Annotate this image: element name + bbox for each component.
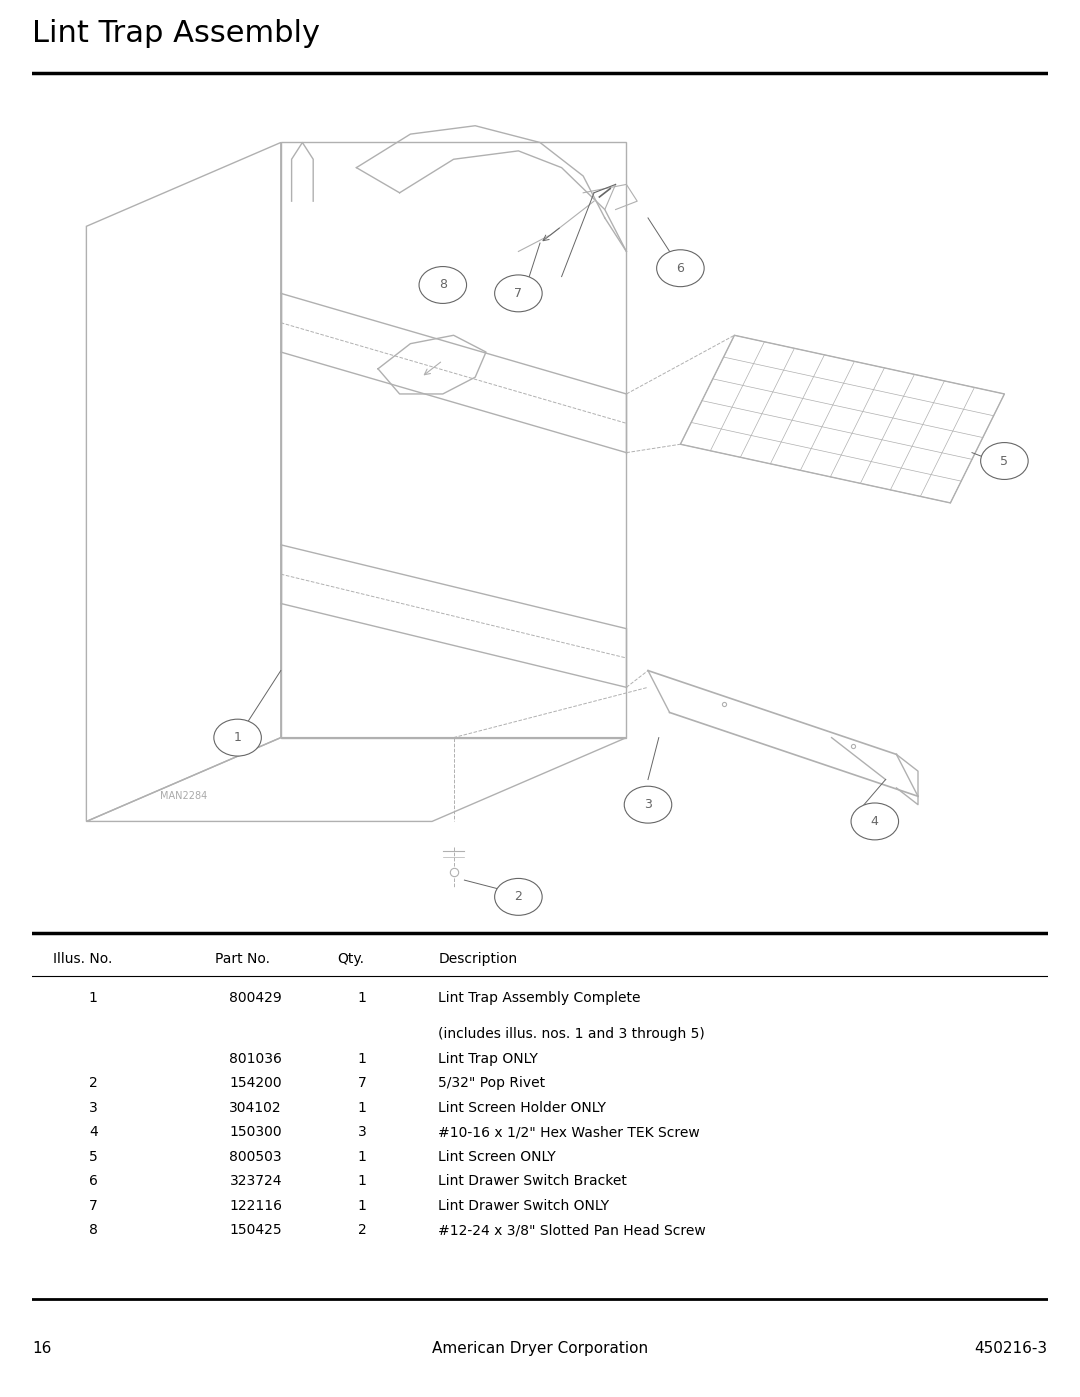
Text: Description: Description	[438, 951, 517, 965]
Text: 1: 1	[233, 731, 242, 745]
Text: (includes illus. nos. 1 and 3 through 5): (includes illus. nos. 1 and 3 through 5)	[438, 1027, 705, 1041]
Text: 304102: 304102	[229, 1101, 282, 1115]
Circle shape	[981, 443, 1028, 479]
Text: 16: 16	[32, 1341, 52, 1355]
Circle shape	[495, 275, 542, 312]
Text: 800503: 800503	[229, 1150, 282, 1164]
Text: 4: 4	[89, 1125, 97, 1139]
Text: American Dryer Corporation: American Dryer Corporation	[432, 1341, 648, 1355]
Text: 801036: 801036	[229, 1052, 282, 1066]
Text: 450216-3: 450216-3	[974, 1341, 1048, 1355]
Text: Lint Drawer Switch Bracket: Lint Drawer Switch Bracket	[438, 1173, 627, 1189]
Text: 1: 1	[89, 992, 98, 1006]
Text: Part No.: Part No.	[215, 951, 270, 965]
Text: Lint Drawer Switch ONLY: Lint Drawer Switch ONLY	[438, 1199, 609, 1213]
Text: 800429: 800429	[229, 992, 282, 1006]
Text: Qty.: Qty.	[337, 951, 364, 965]
Text: 1: 1	[357, 992, 367, 1006]
Text: 6: 6	[89, 1173, 98, 1189]
Text: 1: 1	[357, 1173, 367, 1189]
Text: 150425: 150425	[229, 1224, 282, 1238]
Text: 8: 8	[89, 1224, 98, 1238]
Circle shape	[624, 787, 672, 823]
Text: 2: 2	[89, 1076, 97, 1090]
Text: 1: 1	[357, 1199, 367, 1213]
Circle shape	[419, 267, 467, 303]
Text: 150300: 150300	[229, 1125, 282, 1139]
Text: 3: 3	[357, 1125, 367, 1139]
Text: 4: 4	[870, 814, 879, 828]
Text: 1: 1	[357, 1150, 367, 1164]
Text: 7: 7	[514, 286, 523, 300]
Text: 3: 3	[89, 1101, 97, 1115]
Text: 7: 7	[357, 1076, 367, 1090]
Text: 5: 5	[89, 1150, 97, 1164]
Text: 5/32" Pop Rivet: 5/32" Pop Rivet	[438, 1076, 545, 1090]
Text: 2: 2	[357, 1224, 367, 1238]
Text: 122116: 122116	[229, 1199, 282, 1213]
Text: 1: 1	[357, 1101, 367, 1115]
Text: Lint Trap ONLY: Lint Trap ONLY	[438, 1052, 538, 1066]
Circle shape	[657, 250, 704, 286]
Text: Lint Screen Holder ONLY: Lint Screen Holder ONLY	[438, 1101, 607, 1115]
Circle shape	[214, 719, 261, 756]
Text: Illus. No.: Illus. No.	[53, 951, 112, 965]
Text: 323724: 323724	[229, 1173, 282, 1189]
Circle shape	[851, 803, 899, 840]
Circle shape	[495, 879, 542, 915]
Text: 3: 3	[644, 798, 652, 812]
Text: #10-16 x 1/2" Hex Washer TEK Screw: #10-16 x 1/2" Hex Washer TEK Screw	[438, 1125, 700, 1139]
Text: 6: 6	[676, 261, 685, 275]
Text: 2: 2	[514, 890, 523, 904]
Text: Lint Screen ONLY: Lint Screen ONLY	[438, 1150, 556, 1164]
Text: MAN2284: MAN2284	[160, 791, 207, 802]
Text: 7: 7	[89, 1199, 97, 1213]
Text: 5: 5	[1000, 454, 1009, 468]
Text: #12-24 x 3/8" Slotted Pan Head Screw: #12-24 x 3/8" Slotted Pan Head Screw	[438, 1224, 706, 1238]
Text: 1: 1	[357, 1052, 367, 1066]
Text: Lint Trap Assembly: Lint Trap Assembly	[32, 18, 321, 47]
Text: 8: 8	[438, 278, 447, 292]
Text: 154200: 154200	[229, 1076, 282, 1090]
Text: Lint Trap Assembly Complete: Lint Trap Assembly Complete	[438, 992, 642, 1006]
